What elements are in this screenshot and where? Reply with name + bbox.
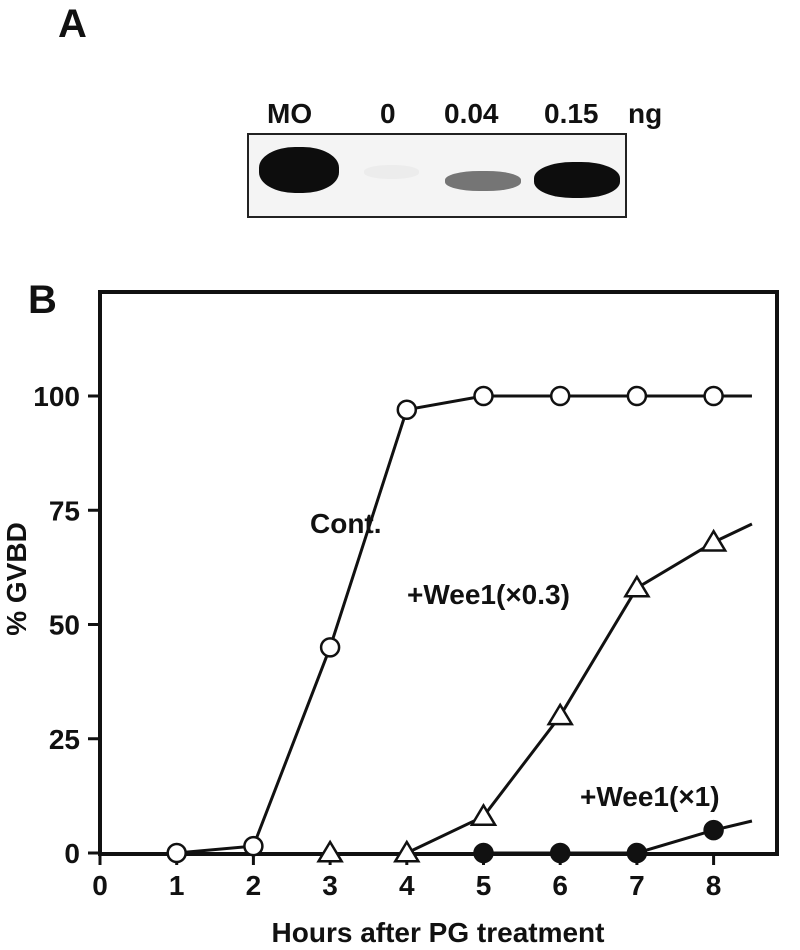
data-point-triangle <box>699 528 728 552</box>
y-tick-label: 25 <box>49 724 80 755</box>
data-point-open-circle <box>243 835 264 857</box>
y-tick-label: 0 <box>64 838 80 869</box>
series-line-2 <box>406 522 753 855</box>
data-point-filled-circle <box>549 842 571 864</box>
x-tick-label: 5 <box>476 870 492 901</box>
x-tick-label: 6 <box>552 870 568 901</box>
data-point-open-circle <box>166 842 187 864</box>
series-markers <box>166 385 728 864</box>
data-point-open-circle <box>549 385 571 407</box>
western-blot-image <box>247 133 627 218</box>
data-point-open-circle <box>703 385 724 407</box>
axis-ticks: 0 1 2 3 4 5 6 7 8 0 25 50 75 100 <box>33 381 721 901</box>
data-point-open-circle <box>473 385 494 407</box>
data-point-filled-circle <box>626 842 648 864</box>
data-point-open-circle <box>396 399 418 420</box>
y-tick-label: 50 <box>49 610 80 641</box>
data-point-filled-circle <box>703 819 724 841</box>
blot-lane-label-0-15: 0.15 <box>544 98 599 129</box>
series-label-wee1-0-3: +Wee1(×0.3) <box>407 579 570 610</box>
x-tick-label: 4 <box>399 870 415 901</box>
x-tick-label: 0 <box>92 870 108 901</box>
x-axis-label: Hours after PG treatment <box>272 917 605 948</box>
blot-unit-label: ng <box>628 98 663 129</box>
y-tick-label: 100 <box>33 381 80 412</box>
x-tick-label: 8 <box>706 870 722 901</box>
blot-band-0-15 <box>534 162 620 198</box>
data-point-filled-circle <box>473 842 494 864</box>
blot-band-mo <box>259 147 339 193</box>
y-axis-label: % GVBD <box>1 522 32 636</box>
x-tick-label: 2 <box>246 870 262 901</box>
panel-label-b: B <box>28 278 57 322</box>
series-label-wee1-1: +Wee1(×1) <box>580 781 720 812</box>
data-point-open-circle <box>626 385 648 407</box>
series-label-cont: Cont. <box>310 508 382 539</box>
x-tick-label: 7 <box>629 870 645 901</box>
data-point-triangle <box>393 839 421 863</box>
blot-lane-label-0-04: 0.04 <box>444 98 499 129</box>
data-point-triangle <box>316 839 344 863</box>
x-tick-label: 3 <box>322 870 338 901</box>
blot-lane-label-mo: MO <box>267 98 313 129</box>
y-tick-label: 75 <box>49 495 80 526</box>
data-point-triangle <box>469 803 498 826</box>
x-tick-label: 1 <box>169 870 185 901</box>
blot-lane-label-0: 0 <box>380 98 396 129</box>
blot-band-0-04 <box>445 171 521 191</box>
data-point-triangle <box>546 702 574 726</box>
panel-label-a: A <box>58 2 87 46</box>
data-point-triangle <box>623 574 651 598</box>
plot-frame <box>98 290 779 856</box>
data-point-open-circle <box>319 637 341 658</box>
